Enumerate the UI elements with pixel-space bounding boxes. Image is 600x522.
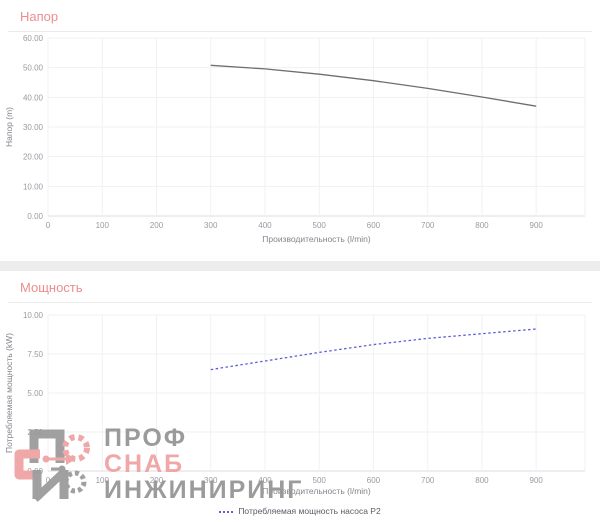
svg-text:30.00: 30.00	[23, 123, 44, 132]
svg-text:40.00: 40.00	[23, 93, 44, 102]
svg-text:400: 400	[258, 221, 272, 230]
legend-label: Потребляемая мощность насоса P2	[238, 506, 381, 516]
svg-text:0: 0	[46, 221, 51, 230]
svg-text:Производительность (l/min): Производительность (l/min)	[262, 234, 371, 244]
svg-text:100: 100	[96, 476, 110, 485]
svg-text:900: 900	[530, 221, 544, 230]
svg-text:2.50: 2.50	[27, 428, 43, 437]
svg-text:700: 700	[421, 476, 435, 485]
svg-text:200: 200	[150, 221, 164, 230]
svg-text:Производительность (l/min): Производительность (l/min)	[262, 486, 371, 496]
svg-text:800: 800	[475, 476, 489, 485]
svg-text:0: 0	[46, 476, 51, 485]
legend-dotted-line-marker	[219, 510, 234, 513]
power-chart-section: Мощность 0.00 2.50 5.00 7.50 10.00 0 100 200 300…	[0, 271, 600, 522]
chart-legend: Потребляемая мощность насоса P2	[0, 506, 600, 516]
svg-text:100: 100	[96, 221, 110, 230]
svg-text:0.00: 0.00	[27, 467, 43, 476]
svg-text:Потребляемая мощность (kW): Потребляемая мощность (kW)	[4, 333, 14, 453]
head-chart-header: Напор	[8, 0, 592, 32]
head-chart-section: Напор 0.00 10.00 20.00 30.00 40.00 50.00 60.00…	[4, 0, 592, 244]
power-chart-header: Мощность	[8, 271, 592, 303]
section-separator	[0, 261, 600, 271]
svg-text:60.00: 60.00	[23, 34, 44, 43]
power-chart-title: Мощность	[20, 280, 83, 295]
svg-text:600: 600	[367, 221, 381, 230]
svg-text:500: 500	[313, 476, 327, 485]
power-chart: 0.00 2.50 5.00 7.50 10.00 0 100 200 300 400 500 600…	[4, 311, 586, 496]
head-chart: 0.00 10.00 20.00 30.00 40.00 50.00 60.00 0 100 20…	[4, 34, 586, 244]
svg-text:400: 400	[258, 476, 272, 485]
svg-text:Напор (m): Напор (m)	[4, 107, 14, 147]
svg-text:0.00: 0.00	[27, 212, 43, 221]
svg-text:10.00: 10.00	[23, 182, 44, 191]
svg-text:10.00: 10.00	[23, 311, 44, 320]
svg-text:7.50: 7.50	[27, 350, 43, 359]
svg-text:600: 600	[367, 476, 381, 485]
svg-text:200: 200	[150, 476, 164, 485]
svg-text:900: 900	[530, 476, 544, 485]
svg-text:700: 700	[421, 221, 435, 230]
svg-text:300: 300	[204, 476, 218, 485]
svg-text:5.00: 5.00	[27, 389, 43, 398]
svg-text:50.00: 50.00	[23, 64, 44, 73]
svg-text:800: 800	[475, 221, 489, 230]
svg-text:300: 300	[204, 221, 218, 230]
svg-text:20.00: 20.00	[23, 153, 44, 162]
head-chart-title: Напор	[20, 9, 59, 24]
svg-text:500: 500	[313, 221, 327, 230]
